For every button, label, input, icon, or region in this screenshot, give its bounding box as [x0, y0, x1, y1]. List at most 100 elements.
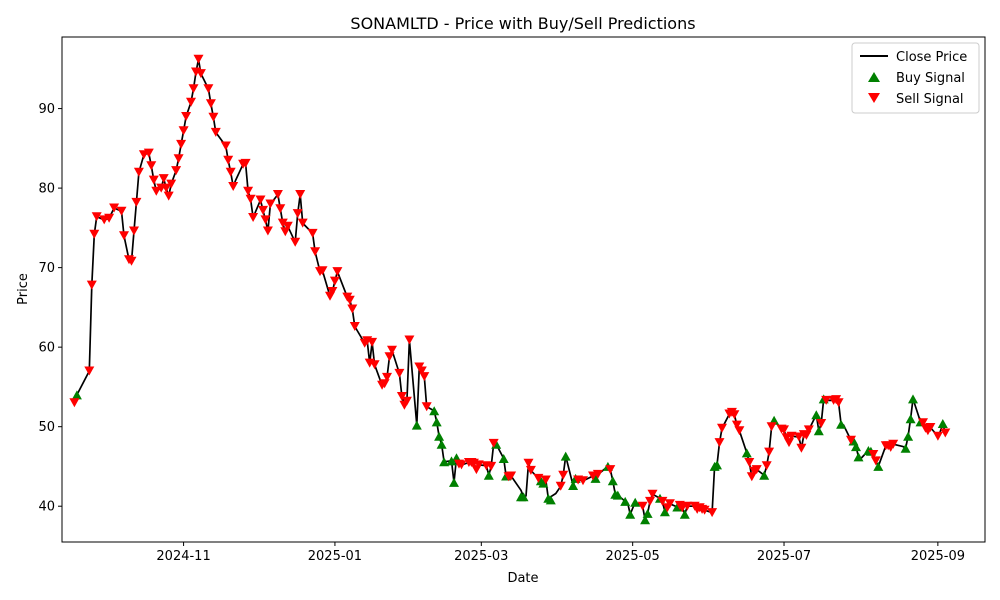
buy-signal-marker — [811, 410, 822, 420]
y-tick-label: 70 — [38, 261, 55, 276]
legend-close-label: Close Price — [896, 50, 967, 65]
buy-signal-marker — [813, 426, 824, 436]
sell-signal-marker — [647, 489, 658, 499]
sell-signal-marker — [310, 247, 321, 257]
buy-signal-marker — [642, 508, 653, 518]
sell-signal-marker — [540, 475, 551, 485]
buy-signal-marker — [620, 496, 631, 506]
y-tick-label: 60 — [38, 341, 55, 356]
buy-signal-marker — [759, 470, 770, 480]
buy-signal-marker — [545, 495, 556, 505]
sell-signal-marker — [699, 505, 710, 515]
legend-sell-marker — [868, 93, 880, 103]
sell-signal-marker — [119, 231, 129, 241]
sell-signal-marker — [833, 398, 844, 408]
sell-signal-marker — [163, 191, 174, 201]
buy-signal-marker — [71, 390, 82, 400]
buy-signal-marker — [853, 452, 864, 462]
sell-signal-marker — [329, 276, 340, 286]
sell-signal-marker — [126, 256, 137, 266]
sell-signal-marker — [292, 209, 303, 219]
sell-signal-marker — [846, 435, 856, 445]
sell-signal-marker — [387, 345, 397, 355]
y-tick-label: 40 — [38, 500, 55, 515]
buy-signal-marker — [612, 490, 623, 500]
buy-signal-marker — [836, 419, 847, 429]
sell-signal-marker — [932, 431, 943, 441]
sell-signal-marker — [195, 69, 206, 79]
x-tick-label: 2025-07 — [757, 549, 811, 564]
sell-signal-marker — [86, 280, 97, 290]
sell-signal-marker — [870, 456, 881, 466]
x-tick-label: 2025-01 — [308, 549, 362, 564]
sell-signal-marker — [203, 84, 214, 94]
sell-signal-marker — [91, 212, 102, 222]
sell-signal-marker — [208, 112, 219, 122]
sell-signal-marker — [506, 471, 517, 481]
sell-signal-marker — [228, 182, 239, 191]
x-axis-label: Date — [507, 571, 538, 586]
sell-signal-marker — [764, 447, 775, 457]
buy-signal-marker — [568, 481, 579, 490]
buy-signal-marker — [937, 419, 948, 428]
sell-signal-marker — [382, 372, 392, 382]
buy-signal-marker — [640, 515, 651, 525]
sell-signal-marker — [523, 458, 534, 468]
sell-signal-marker — [109, 203, 120, 213]
sell-signal-marker — [456, 460, 467, 470]
sell-signal-marker — [940, 428, 951, 438]
legend-buy-label: Buy Signal — [896, 71, 965, 86]
sell-signal-marker — [258, 205, 268, 215]
sell-signal-marker — [148, 175, 159, 185]
buy-signal-marker — [630, 497, 641, 507]
sell-signal-marker — [282, 221, 293, 231]
sell-signal-marker — [225, 167, 236, 177]
sell-signal-marker — [260, 215, 271, 225]
sell-signal-marker — [419, 372, 430, 382]
sell-signal-marker — [803, 425, 814, 435]
sell-signal-marker — [558, 470, 569, 480]
y-axis-label: Price — [16, 273, 31, 305]
sell-signal-marker — [488, 438, 499, 448]
buy-signal-marker — [429, 406, 440, 416]
chart-title: SONAMLTD - Price with Buy/Sell Predictio… — [350, 14, 695, 33]
sell-signal-marker — [707, 508, 718, 518]
sell-signal-marker — [131, 197, 142, 207]
sell-signal-marker — [290, 237, 301, 247]
sell-signal-marker — [104, 213, 115, 223]
sell-signal-marker — [421, 402, 432, 412]
buy-signal-marker — [446, 456, 457, 466]
sell-signal-marker — [751, 465, 762, 475]
legend: Close Price Buy Signal Sell Signal — [851, 42, 980, 114]
sell-signal-marker — [186, 97, 196, 107]
sell-signal-marker — [657, 496, 668, 506]
sell-signal-marker — [525, 465, 536, 475]
sell-signal-marker — [533, 473, 544, 483]
buy-signal-marker — [679, 509, 690, 519]
buy-signal-marker — [431, 417, 442, 427]
sell-signal-marker — [158, 174, 169, 184]
sell-signal-marker — [255, 195, 266, 205]
buy-signal-marker — [607, 476, 618, 486]
buy-signal-marker — [625, 509, 636, 519]
sell-signal-marker — [129, 226, 139, 236]
sell-signal-marker — [116, 206, 127, 216]
sell-signal-marker — [734, 426, 745, 436]
sell-signal-marker — [349, 322, 360, 331]
sell-signal-marker — [766, 422, 777, 432]
sell-signal-marker — [637, 501, 648, 511]
sell-signal-marker — [173, 154, 184, 164]
buy-signal-marker — [851, 442, 861, 452]
legend-sell-label: Sell Signal — [896, 92, 964, 107]
sell-signal-marker — [793, 432, 804, 442]
sell-signal-marker — [262, 226, 273, 236]
sell-signal-marker — [761, 461, 772, 471]
sell-signal-marker — [151, 186, 162, 196]
sell-signal-marker — [918, 418, 928, 428]
sell-signal-marker — [473, 460, 484, 470]
legend-buy-marker — [868, 72, 880, 82]
buy-signal-marker — [712, 460, 722, 470]
x-axis: 2024-11 2025-01 2025-03 2025-05 2025-07 2025-… — [156, 542, 965, 564]
sell-signal-marker — [307, 228, 318, 238]
